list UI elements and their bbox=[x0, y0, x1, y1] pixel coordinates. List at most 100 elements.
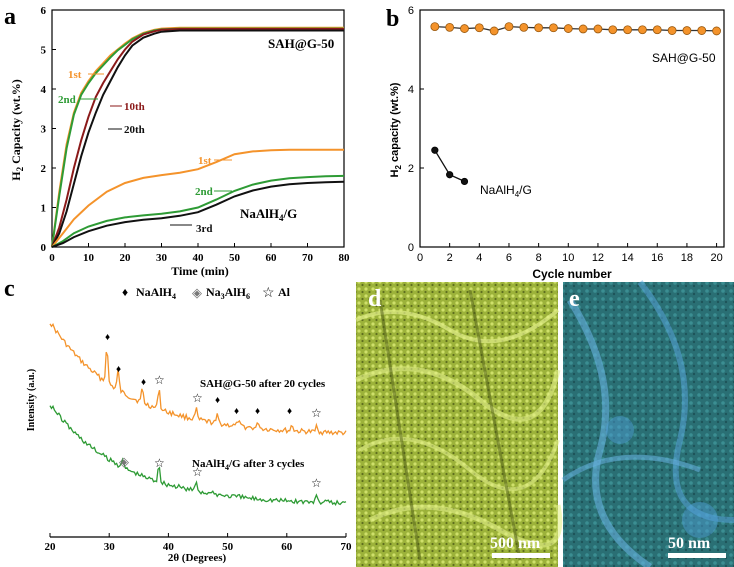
tem-image bbox=[561, 280, 734, 567]
panel-a-label-naalh4: NaAlH4/G bbox=[240, 206, 297, 223]
panel-label-c: c bbox=[4, 276, 15, 302]
series-line bbox=[51, 174, 345, 248]
peak-marker-na3alh6: ◈ bbox=[119, 454, 129, 469]
legend-star-icon: ☆ bbox=[262, 284, 275, 300]
annot-20th: 20th bbox=[124, 124, 145, 136]
panel-c-xlabel: 2θ (Degrees) bbox=[168, 552, 227, 564]
data-point bbox=[608, 25, 618, 35]
annot-1st-nah: 1st bbox=[198, 155, 212, 167]
y-tick-label: 3 bbox=[41, 124, 47, 136]
x-tick-label: 40 bbox=[163, 541, 175, 553]
panel-c-ylabel: Intensity (a.u.) bbox=[26, 369, 37, 432]
legend-na3alh6: Na3AlH6 bbox=[206, 285, 250, 301]
x-tick-label: 10 bbox=[562, 252, 574, 264]
scale-label-e: 50 nm bbox=[668, 535, 711, 552]
annot-1st-sah: 1st bbox=[68, 69, 82, 81]
x-tick-label: 60 bbox=[281, 541, 293, 553]
annot-2nd-sah: 2nd bbox=[58, 94, 76, 106]
x-tick-label: 20 bbox=[710, 252, 722, 264]
x-tick-label: 4 bbox=[476, 252, 482, 264]
series-line bbox=[51, 148, 344, 248]
series-line bbox=[51, 26, 344, 248]
data-point bbox=[430, 22, 440, 31]
panel-b-ylabel: H2 capacity (wt.%) bbox=[389, 82, 403, 177]
data-point bbox=[578, 24, 588, 34]
x-tick-label: 18 bbox=[681, 252, 693, 264]
data-point bbox=[534, 23, 544, 33]
x-tick-label: 6 bbox=[506, 252, 512, 264]
series-line bbox=[51, 29, 344, 248]
panel-c-lines bbox=[49, 322, 347, 506]
data-point bbox=[431, 146, 439, 154]
y-tick-label: 0 bbox=[408, 242, 414, 254]
peak-marker-naalh4: ♦ bbox=[234, 406, 239, 417]
data-point bbox=[652, 25, 662, 35]
x-tick-label: 8 bbox=[536, 252, 542, 264]
data-point bbox=[667, 26, 677, 35]
x-tick-label: 0 bbox=[49, 252, 55, 264]
x-tick-label: 60 bbox=[266, 252, 278, 264]
peak-marker-naalh4: ♦ bbox=[255, 406, 260, 417]
series-line bbox=[51, 180, 345, 248]
y-tick-label: 5 bbox=[41, 45, 47, 57]
annot-3rd-nah: 3rd bbox=[196, 223, 213, 235]
panel-label-b: b bbox=[386, 6, 399, 32]
x-tick-label: 20 bbox=[120, 252, 132, 264]
panel-a-ticks: 0 10 20 30 40 50 60 70 80 0 1 2 3 4 5 6 bbox=[41, 5, 351, 264]
xrd-trace bbox=[49, 322, 347, 436]
legend-gray-diamond-icon: ◈ bbox=[192, 285, 202, 300]
data-point bbox=[519, 22, 529, 32]
y-tick-label: 1 bbox=[41, 203, 47, 215]
y-tick-label: 6 bbox=[408, 5, 414, 17]
scale-bar-e bbox=[668, 553, 726, 558]
panel-b-xlabel: Cycle number bbox=[532, 267, 612, 281]
data-point bbox=[623, 25, 633, 35]
x-tick-label: 30 bbox=[104, 541, 116, 553]
y-tick-label: 2 bbox=[41, 163, 47, 175]
x-tick-label: 70 bbox=[341, 541, 353, 553]
x-tick-label: 0 bbox=[417, 252, 423, 264]
peak-marker-al: ☆ bbox=[311, 406, 322, 420]
data-point bbox=[504, 22, 514, 31]
xrd-trace bbox=[49, 404, 347, 506]
x-tick-label: 16 bbox=[651, 252, 663, 264]
peak-marker-naalh4: ♦ bbox=[287, 406, 292, 417]
data-point bbox=[638, 25, 647, 35]
panel-label-e: e bbox=[569, 286, 580, 312]
panel-b-ticks: 0 2 4 6 8 10 12 14 16 18 20 0 2 4 6 bbox=[408, 5, 723, 264]
y-tick-label: 2 bbox=[408, 163, 414, 175]
data-point bbox=[712, 26, 721, 36]
y-tick-label: 4 bbox=[41, 84, 47, 96]
y-tick-label: 4 bbox=[408, 84, 414, 96]
data-point bbox=[474, 23, 484, 33]
panel-label-d: d bbox=[368, 286, 382, 312]
series-line bbox=[51, 28, 344, 248]
x-tick-label: 50 bbox=[222, 541, 234, 553]
series-line bbox=[51, 27, 344, 248]
annot-2nd-nah: 2nd bbox=[195, 186, 213, 198]
legend-naalh4: NaAlH4 bbox=[136, 285, 176, 301]
legend-al: Al bbox=[278, 285, 291, 299]
x-tick-label: 12 bbox=[592, 252, 604, 264]
x-tick-label: 40 bbox=[193, 252, 205, 264]
trace-label-naalh4: NaAlH4/G after 3 cycles bbox=[192, 458, 305, 472]
peak-marker-naalh4: ♦ bbox=[116, 364, 121, 375]
peak-marker-al: ☆ bbox=[192, 391, 203, 405]
x-tick-label: 20 bbox=[45, 541, 57, 553]
peak-marker-naalh4: ♦ bbox=[215, 395, 220, 406]
panel-b-frame bbox=[419, 9, 725, 248]
panel-a-xlabel: Time (min) bbox=[171, 264, 228, 278]
panel-a-lines bbox=[51, 26, 345, 248]
scale-label-d: 500 nm bbox=[490, 535, 541, 552]
panel-b-label-naalh4: NaAlH4/G bbox=[480, 183, 532, 199]
peak-marker-al: ☆ bbox=[154, 456, 165, 470]
y-tick-label: 6 bbox=[41, 5, 47, 17]
x-tick-label: 30 bbox=[156, 252, 168, 264]
annot-10th: 10th bbox=[124, 101, 145, 113]
x-tick-label: 14 bbox=[621, 252, 633, 264]
x-tick-label: 10 bbox=[83, 252, 95, 264]
data-point bbox=[593, 24, 603, 34]
x-tick-label: 50 bbox=[229, 252, 241, 264]
y-tick-label: 0 bbox=[41, 242, 47, 254]
